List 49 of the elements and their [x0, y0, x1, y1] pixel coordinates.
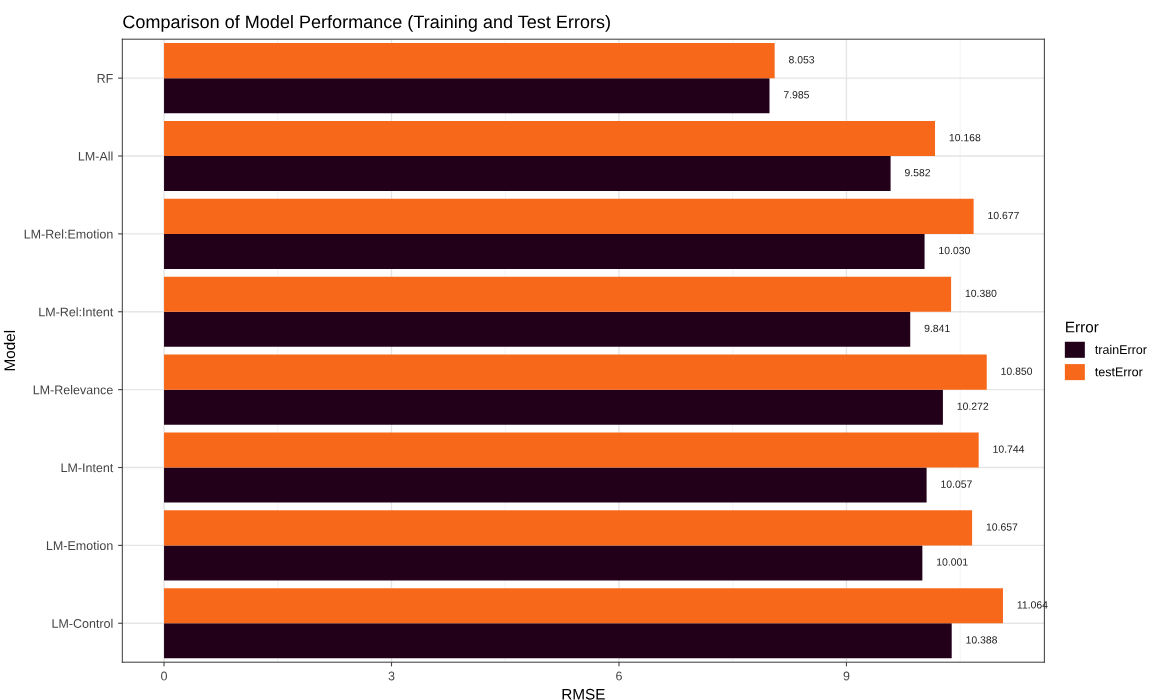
bar [164, 198, 974, 234]
data-label: 8.053 [789, 56, 815, 64]
bar [164, 120, 936, 157]
y-tick-label: RF [97, 74, 113, 83]
y-tick-label: LM-Rel:Intent [39, 307, 114, 317]
legend-title: Error [1066, 321, 1099, 333]
chart-title: Comparison of Model Performance (Training and Test Errors) [123, 15, 610, 32]
data-label: 10.677 [988, 211, 1019, 220]
bar [164, 276, 952, 312]
data-label: 10.388 [966, 636, 998, 644]
bar [164, 545, 923, 581]
x-axis-title: RMSE [562, 688, 605, 700]
x-tick-label: 0 [161, 671, 168, 681]
data-label: 7.985 [783, 91, 810, 99]
y-tick-label: LM-Emotion [46, 540, 113, 551]
data-label: 10.001 [937, 558, 968, 566]
legend-label: trainError [1095, 344, 1147, 355]
bar [164, 510, 973, 546]
data-label: 10.272 [957, 402, 989, 410]
bar [164, 588, 1003, 624]
bar [164, 78, 770, 114]
bar [164, 354, 987, 390]
y-tick-label: LM-Relevance [33, 385, 113, 395]
legend-label: testError [1095, 367, 1143, 377]
data-label: 9.582 [904, 168, 931, 177]
data-label: 9.841 [924, 324, 950, 333]
bar [164, 311, 911, 347]
bar [164, 389, 943, 425]
y-tick-label: LM-All [78, 151, 113, 161]
x-tick-label: 6 [616, 671, 622, 681]
bar [164, 467, 927, 503]
x-tick-label: 9 [843, 671, 850, 681]
data-label: 10.850 [1001, 367, 1033, 375]
bar [164, 233, 925, 269]
bar [164, 43, 775, 79]
y-axis-title: Model [3, 330, 16, 371]
data-label: 10.657 [986, 523, 1018, 531]
data-label: 10.380 [965, 289, 997, 298]
data-label: 10.057 [941, 480, 972, 488]
bar [164, 432, 979, 468]
data-label: 10.168 [949, 133, 981, 142]
bar [164, 156, 891, 192]
x-tick-label: 3 [388, 671, 395, 681]
bar [164, 623, 952, 659]
y-tick-label: LM-Rel:Emotion [24, 229, 113, 239]
data-label: 10.744 [993, 445, 1025, 453]
y-tick-label: LM-Intent [61, 463, 114, 473]
data-label: 10.030 [939, 246, 970, 255]
y-tick-label: LM-Control [52, 618, 113, 628]
